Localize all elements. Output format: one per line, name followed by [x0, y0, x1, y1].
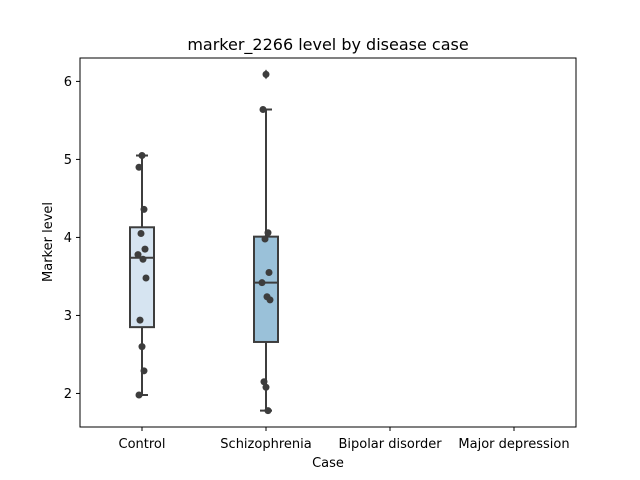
x-tick-label: Control: [119, 437, 166, 452]
data-point: [264, 229, 272, 237]
x-axis: Control Schizophrenia Bipolar disorder Majo…: [119, 427, 570, 452]
plot-marks: [129, 69, 279, 415]
y-tick-label: 5: [64, 153, 72, 168]
data-point: [264, 407, 272, 415]
y-tick-label: 2: [64, 387, 72, 402]
iqr-box: [129, 226, 155, 329]
points-schizophrenia: [258, 70, 274, 415]
y-axis: 2 3 4 5 6: [64, 75, 80, 402]
data-point: [140, 205, 148, 213]
box-control: [129, 154, 155, 397]
y-tick-label: 6: [64, 75, 72, 90]
y-axis-label: Marker level: [41, 202, 56, 282]
x-tick-label: Bipolar disorder: [338, 437, 442, 452]
data-point: [265, 269, 273, 277]
data-point: [140, 367, 148, 375]
data-point: [141, 245, 149, 253]
iqr-box: [253, 235, 279, 343]
data-point: [134, 251, 142, 259]
data-point: [261, 235, 269, 243]
data-point: [142, 274, 150, 282]
chart-title: marker_2266 level by disease case: [187, 35, 468, 55]
points-control: [134, 152, 150, 399]
data-point: [266, 296, 274, 304]
y-tick-label: 4: [64, 231, 72, 246]
x-tick-label: Major depression: [458, 437, 569, 452]
x-axis-label: Case: [312, 456, 344, 471]
box-schizophrenia: [253, 69, 279, 412]
plot-frame: [79, 57, 577, 428]
data-point: [136, 316, 144, 324]
data-point: [260, 378, 268, 386]
y-tick-label: 3: [64, 309, 72, 324]
data-point: [139, 255, 147, 263]
data-point: [262, 383, 270, 391]
data-point: [137, 230, 145, 238]
data-point: [135, 391, 143, 399]
data-point: [258, 279, 266, 287]
data-point: [138, 152, 146, 160]
data-point: [262, 70, 270, 78]
data-point: [135, 163, 143, 171]
data-point: [259, 105, 267, 113]
data-point: [138, 343, 146, 351]
x-tick-label: Schizophrenia: [220, 437, 311, 452]
